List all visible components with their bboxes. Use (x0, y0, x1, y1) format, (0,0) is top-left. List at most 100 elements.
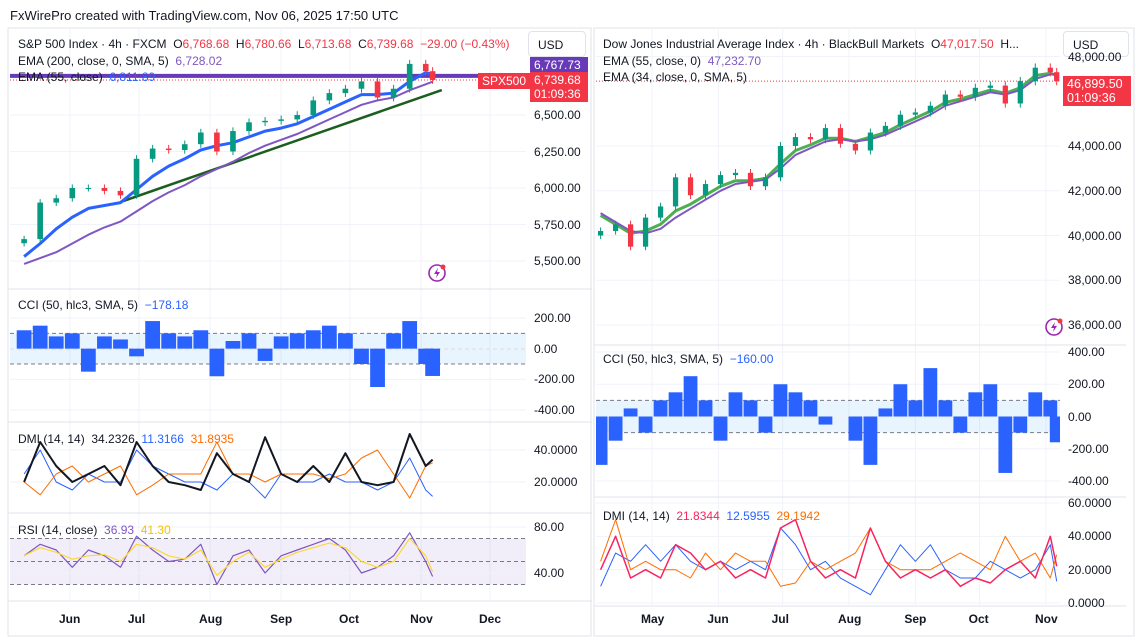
left-ema55-legend[interactable]: EMA (55, close) 6,811.89 (18, 70, 155, 84)
icon-ring (428, 264, 446, 282)
right-price-axis-tick-label: 42,000.00 (1068, 183, 1122, 198)
right-alert-lightning-icon (1045, 318, 1063, 336)
right-cci-bar (998, 416, 1013, 473)
dmi-label: DMI (14, 14) (603, 509, 670, 523)
high-value: 6,780.66 (244, 37, 292, 51)
left-cci-legend[interactable]: CCI (50, hlc3, SMA, 5) −178.18 (18, 298, 188, 312)
left-cci-bar (129, 348, 144, 357)
ema34-label: EMA (34, close, 0, SMA, 5) (603, 70, 748, 84)
right-cci-bar (1049, 416, 1060, 443)
right-dmi-legend[interactable]: DMI (14, 14) 21.8344 12.5955 29.1942 (603, 509, 820, 523)
right-cci-bar (1043, 400, 1058, 417)
right-candle-body (672, 177, 679, 207)
right-candle-body (657, 206, 664, 218)
left-cci-bar (386, 333, 401, 349)
right-plus-di-line (600, 527, 1058, 596)
left-symbol-tag: SPX500 (478, 73, 531, 89)
right-price-axis-tick-label: 44,000.00 (1068, 139, 1122, 153)
left-rsi-line (23, 532, 434, 586)
right-candle-body (912, 112, 919, 115)
right-cci-bar (713, 416, 728, 441)
left-candle-body (342, 88, 349, 94)
right-cci-bar (668, 392, 683, 417)
left-cci-bar (273, 336, 289, 349)
right-time-axis-label: May (641, 612, 665, 626)
right-ema34-legend[interactable]: EMA (34, close, 0, SMA, 5) (603, 70, 747, 84)
left-currency-button[interactable]: USD (528, 31, 586, 57)
right-candle-body (627, 224, 634, 247)
right-candle-body (762, 177, 769, 187)
cci-label: CCI (50, hlc3, SMA, 5) (18, 298, 139, 312)
left-cci-bar (257, 348, 273, 361)
left-cci-bar (241, 333, 257, 349)
left-cci-axis-tick-label: 200.00 (534, 311, 571, 325)
right-time-axis-label: Jun (707, 612, 729, 626)
left-rsi-legend[interactable]: RSI (14, close) 36.93 41.30 (18, 523, 171, 537)
left-last-price-tag: 6,739.68 01:09:36 (530, 72, 588, 102)
adx-value: 21.8344 (676, 509, 720, 523)
left-dmi-legend[interactable]: DMI (14, 14) 34.2326 11.3166 31.8935 (18, 432, 234, 446)
right-ohlc-legend: Dow Jones Industrial Average Index · 4h … (603, 37, 1019, 51)
left-candle-body (85, 188, 92, 189)
cci-value: −178.18 (144, 298, 189, 312)
left-cci-bar (64, 333, 80, 349)
right-cci-bar (788, 392, 803, 417)
right-cci-bar (803, 400, 818, 417)
left-rsi-ma-line (23, 537, 434, 576)
left-price-axis-tick-label: 6,000.00 (534, 181, 581, 195)
left-cci-bar (145, 321, 161, 349)
right-candle-body (822, 128, 829, 140)
right-last-price-tag: 46,899.50 01:09:36 (1063, 76, 1131, 106)
right-candle-body (1047, 67, 1053, 73)
left-ema200-legend[interactable]: EMA (200, close, 0, SMA, 5) 6,728.02 (18, 54, 222, 68)
icon-ring (1045, 318, 1063, 336)
left-time-axis-label: Oct (339, 612, 360, 626)
right-cci-legend[interactable]: CCI (50, hlc3, SMA, 5) −160.00 (603, 352, 773, 366)
right-candle-body (747, 172, 754, 187)
icon-bolt (434, 268, 440, 278)
rsi-value: 36.93 (104, 523, 135, 537)
close-label: C (358, 37, 367, 51)
ema55-value: 6,811.89 (109, 70, 156, 84)
right-cci-bar (983, 384, 998, 417)
right-currency-button[interactable]: USD (1063, 31, 1129, 57)
left-candle-body (230, 131, 236, 152)
right-candle-body (927, 105, 933, 113)
left-cci-bar (193, 330, 209, 349)
right-candle-body (972, 87, 978, 97)
left-rsi-axis-tick-label: 80.00 (534, 520, 565, 534)
right-cci-axis-tick-label: 0.00 (1068, 409, 1092, 424)
left-cci-bar (177, 336, 193, 349)
left-candle-body (101, 188, 108, 191)
ema200-value: 6,728.02 (175, 54, 223, 68)
adx-value: 34.2326 (91, 432, 135, 446)
rsi-ma-value: 41.30 (140, 523, 171, 537)
left-candle-body (37, 202, 43, 240)
right-time-axis-label: Aug (838, 612, 862, 626)
right-price-axis-tick-label: 38,000.00 (1068, 273, 1122, 288)
low-value: 6,713.68 (304, 37, 352, 51)
left-cci-bar (32, 325, 48, 349)
right-price-axis-tick-label: 36,000.00 (1068, 318, 1122, 332)
right-cci-bar (908, 400, 923, 417)
cci-value: −160.00 (729, 352, 774, 366)
left-symbol-title[interactable]: S&P 500 Index · 4h · FXCM (18, 37, 167, 51)
left-time-axis-label: Dec (479, 612, 502, 626)
left-cci-bar (402, 321, 418, 349)
last-price: 46,899.50 (1067, 77, 1123, 91)
right-symbol-title[interactable]: Dow Jones Industrial Average Index · 4h … (603, 37, 925, 51)
left-cci-bar (225, 341, 241, 349)
left-cci-bar (338, 333, 353, 349)
left-ema200-line (23, 80, 433, 265)
right-candle-body (1002, 85, 1008, 104)
right-candle-body (807, 137, 814, 140)
right-candle-body (987, 85, 993, 88)
right-cci-bar (683, 376, 698, 417)
right-cci-bar (773, 384, 788, 417)
open-value: 47,017.50 (940, 37, 994, 51)
right-ema55-legend[interactable]: EMA (55, close, 0) 47,232.70 (603, 54, 761, 68)
right-cci-bar (623, 408, 638, 417)
left-candle-body (246, 122, 252, 132)
left-cci-bar (425, 348, 441, 376)
